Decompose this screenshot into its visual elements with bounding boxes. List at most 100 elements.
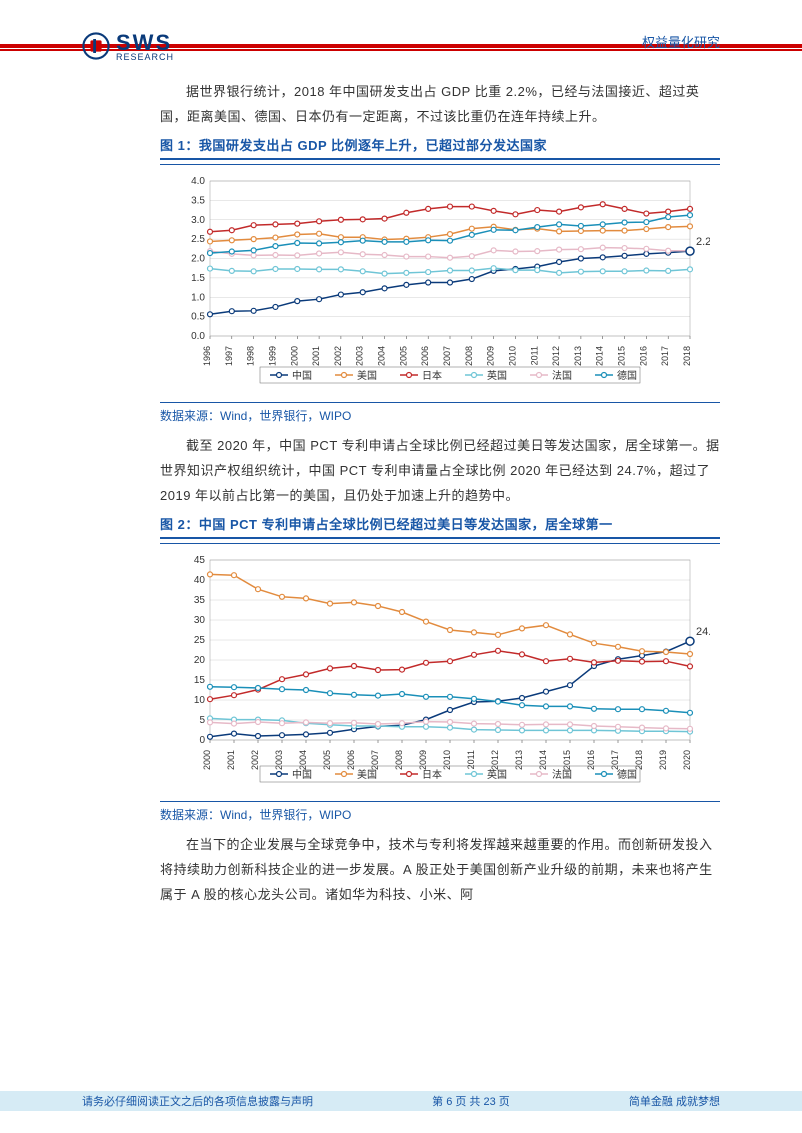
svg-text:2003: 2003 (274, 750, 284, 770)
svg-text:2014: 2014 (595, 346, 605, 366)
svg-text:2017: 2017 (610, 750, 620, 770)
svg-text:0: 0 (199, 735, 205, 746)
svg-text:2007: 2007 (370, 750, 380, 770)
fig2-rule-mid (160, 543, 720, 544)
svg-text:2013: 2013 (514, 750, 524, 770)
svg-text:3.0: 3.0 (191, 215, 205, 226)
fig1-rule-top (160, 158, 720, 160)
svg-text:2012: 2012 (490, 750, 500, 770)
svg-text:20: 20 (194, 655, 206, 666)
svg-text:2011: 2011 (529, 346, 539, 365)
svg-text:2004: 2004 (298, 750, 308, 770)
footer-left: 请务必仔细阅读正文之后的各项信息披露与声明 (82, 1093, 313, 1109)
svg-text:2.5: 2.5 (191, 235, 205, 246)
svg-text:2005: 2005 (398, 346, 408, 366)
svg-text:2.2: 2.2 (696, 237, 710, 249)
svg-text:1998: 1998 (246, 346, 256, 366)
svg-text:法国: 法国 (552, 369, 572, 382)
fig1-source: 数据来源：Wind，世界银行，WIPO (160, 407, 720, 424)
svg-text:2008: 2008 (464, 346, 474, 366)
svg-text:35: 35 (194, 595, 206, 606)
svg-text:2019: 2019 (658, 750, 668, 770)
svg-text:德国: 德国 (617, 768, 637, 781)
svg-text:英国: 英国 (487, 768, 507, 781)
svg-text:2017: 2017 (660, 346, 670, 366)
svg-text:1999: 1999 (267, 346, 277, 366)
fig2-title: 图 2：中国 PCT 专利申请占全球比例已经超过美日等发达国家，居全球第一 (160, 514, 720, 533)
svg-text:30: 30 (194, 615, 206, 626)
svg-text:2001: 2001 (226, 750, 236, 770)
svg-text:10: 10 (194, 695, 206, 706)
fig1-rule-mid (160, 164, 720, 165)
svg-text:0.0: 0.0 (191, 331, 205, 342)
svg-text:2010: 2010 (507, 346, 517, 366)
svg-text:25: 25 (194, 635, 206, 646)
svg-text:2018: 2018 (682, 346, 692, 366)
svg-text:2016: 2016 (638, 346, 648, 366)
svg-text:2020: 2020 (682, 750, 692, 770)
svg-text:2018: 2018 (634, 750, 644, 770)
paragraph-1: 据世界银行统计，2018 年中国研发支出占 GDP 比重 2.2%，已经与法国接… (160, 80, 720, 129)
svg-text:日本: 日本 (422, 768, 442, 781)
content-area: 据世界银行统计，2018 年中国研发支出占 GDP 比重 2.2%，已经与法国接… (160, 80, 720, 914)
svg-text:2002: 2002 (250, 750, 260, 770)
paragraph-3: 在当下的企业发展与全球竞争中，技术与专利将发挥越来越重要的作用。而创新研发投入将… (160, 833, 720, 907)
svg-text:2010: 2010 (442, 750, 452, 770)
fig2-svg: 0 5 10 15 20 25 30 35 40 45 2000 2001 2002 2003 2004 20… (170, 550, 710, 790)
svg-text:2008: 2008 (394, 750, 404, 770)
fig2-rule-bot (160, 801, 720, 802)
svg-text:3.5: 3.5 (191, 196, 205, 207)
svg-text:0.5: 0.5 (191, 312, 205, 323)
svg-text:2005: 2005 (322, 750, 332, 770)
fig2-chart: 0 5 10 15 20 25 30 35 40 45 2000 2001 2002 2003 2004 20… (170, 550, 710, 795)
footer-right: 简单金融 成就梦想 (629, 1093, 720, 1109)
svg-text:2006: 2006 (420, 346, 430, 366)
svg-text:法国: 法国 (552, 768, 572, 781)
fig2-source: 数据来源：Wind，世界银行，WIPO (160, 806, 720, 823)
svg-text:1.5: 1.5 (191, 273, 205, 284)
svg-text:2009: 2009 (418, 750, 428, 770)
svg-text:2014: 2014 (538, 750, 548, 770)
svg-text:40: 40 (194, 575, 206, 586)
footer-center: 第 6 页 共 23 页 (432, 1093, 510, 1109)
svg-text:2013: 2013 (573, 346, 583, 366)
svg-text:2002: 2002 (333, 346, 343, 366)
logo-subtext: RESEARCH (116, 52, 174, 62)
svg-text:日本: 日本 (422, 369, 442, 382)
svg-text:美国: 美国 (357, 768, 377, 781)
svg-text:2016: 2016 (586, 750, 596, 770)
svg-text:中国: 中国 (292, 768, 312, 781)
svg-text:45: 45 (194, 555, 206, 566)
svg-text:2000: 2000 (289, 346, 299, 366)
fig1-chart: 0.0 0.5 1.0 1.5 2.0 2.5 3.0 3.5 4.0 1996 1997 1998 1… (170, 171, 710, 396)
svg-text:4.0: 4.0 (191, 176, 205, 187)
fig1-title: 图 1：我国研发支出占 GDP 比例逐年上升，已超过部分发达国家 (160, 135, 720, 154)
svg-text:5: 5 (199, 715, 205, 726)
header-category: 权益量化研究 (642, 32, 720, 51)
svg-text:中国: 中国 (292, 369, 312, 382)
svg-text:2.0: 2.0 (191, 254, 205, 265)
svg-text:2006: 2006 (346, 750, 356, 770)
fig1-rule-bot (160, 402, 720, 403)
svg-text:24.7: 24.7 (696, 627, 710, 639)
svg-text:2015: 2015 (562, 750, 572, 770)
svg-text:2012: 2012 (551, 346, 561, 366)
logo-icon (82, 32, 110, 60)
footer: 请务必仔细阅读正文之后的各项信息披露与声明 第 6 页 共 23 页 简单金融 … (0, 1091, 802, 1111)
fig2-rule-top (160, 537, 720, 539)
svg-text:2004: 2004 (377, 346, 387, 366)
svg-text:1.0: 1.0 (191, 293, 205, 304)
svg-text:2000: 2000 (202, 750, 212, 770)
svg-text:英国: 英国 (487, 369, 507, 382)
svg-text:2001: 2001 (311, 346, 321, 366)
svg-text:2009: 2009 (486, 346, 496, 366)
svg-text:15: 15 (194, 675, 206, 686)
svg-text:2011: 2011 (466, 750, 476, 769)
svg-text:德国: 德国 (617, 369, 637, 382)
paragraph-2: 截至 2020 年，中国 PCT 专利申请占全球比例已经超过美日等发达国家，居全… (160, 434, 720, 508)
svg-text:2007: 2007 (442, 346, 452, 366)
svg-text:2003: 2003 (355, 346, 365, 366)
logo: SWS RESEARCH (82, 30, 174, 62)
svg-text:1996: 1996 (202, 346, 212, 366)
svg-text:1997: 1997 (224, 346, 234, 366)
